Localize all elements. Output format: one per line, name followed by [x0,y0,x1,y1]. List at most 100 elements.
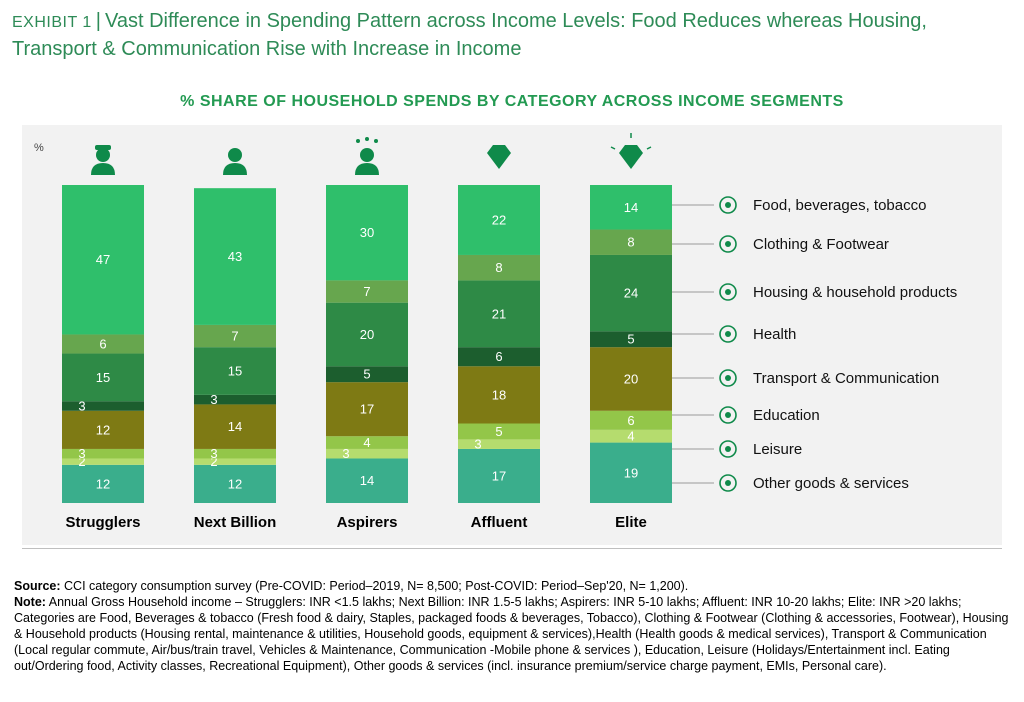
bar-aspirers-leisure [326,448,408,459]
bar-strugglers-clothing-footwear [62,334,144,354]
data-label: 3 [474,437,481,452]
bar-strugglers-education [62,448,144,459]
school-icon [719,406,737,424]
note-text: Annual Gross Household income – Struggle… [14,595,1009,673]
goods-icon [719,474,737,492]
food-icon [719,196,737,214]
bar-aspirers-health [326,366,408,383]
data-label: 24 [624,286,638,301]
legend-entry: Education [753,407,820,424]
bar-next-billion-other-goods-services [194,464,276,503]
data-label: 2 [210,454,217,469]
sparkle-diamond-icon [610,133,652,169]
data-label: 12 [96,476,110,491]
note-line: Note: Annual Gross Household income – St… [14,594,1014,674]
legend-entry: Health [753,326,796,343]
data-label: 15 [96,370,110,385]
bar-aspirers-other-goods-services [326,458,408,503]
data-label: 14 [228,419,242,434]
data-label: 14 [360,473,374,488]
bar-next-billion-housing-household-products [194,347,276,395]
exhibit-separator: | [95,10,101,32]
source-label: Source: [14,579,61,593]
data-label: 7 [231,329,238,344]
diamond-icon [487,145,511,169]
bar-elite-clothing-footwear [590,229,672,255]
legend-entry: Other goods & services [753,475,909,492]
category-label: Affluent [471,514,528,531]
stacked-bar-chart: %122312315647Strugglers122314315743Next … [34,133,957,531]
bar-elite-housing-household-products [590,254,672,332]
data-label: 3 [78,446,85,461]
health-icon [719,325,737,343]
legend-entry: Food, beverages, tobacco [753,197,926,214]
category-label: Next Billion [194,514,277,531]
data-label: 21 [492,306,506,321]
bar-strugglers-health [62,401,144,411]
footnote: Source: CCI category consumption survey … [14,578,1014,674]
bar-affluent-leisure [458,439,540,449]
bar-affluent-health [458,347,540,367]
source-text: CCI category consumption survey (Pre-COV… [64,579,689,593]
bar-next-billion-clothing-footwear [194,324,276,348]
worker-icon [91,145,115,175]
data-label: 5 [627,332,634,347]
data-label: 4 [363,435,370,450]
data-label: 3 [342,446,349,461]
data-label: 22 [492,212,506,227]
category-label: Elite [615,514,647,531]
legend-entry: Housing & household products [753,284,957,301]
bar-aspirers-housing-household-products [326,302,408,367]
bar-elite-food-beverages-tobacco [590,185,672,230]
data-label: 5 [495,424,502,439]
legend-entry: Transport & Communication [753,370,939,387]
bar-next-billion-leisure [194,458,276,465]
legend-entry: Leisure [753,441,802,458]
bar-affluent-food-beverages-tobacco [458,185,540,255]
bar-affluent-housing-household-products [458,280,540,348]
house-icon [719,283,737,301]
category-label: Aspirers [337,514,398,531]
bar-next-billion-education [194,448,276,459]
data-label: 3 [78,399,85,414]
bar-affluent-education [458,423,540,440]
bar-strugglers-housing-household-products [62,353,144,402]
bar-next-billion-food-beverages-tobacco [194,188,276,325]
bar-strugglers-transport-communication [62,410,144,449]
bar-strugglers-leisure [62,458,144,465]
clothing-icon [719,235,737,253]
bar-next-billion-health [194,394,276,405]
data-label: 3 [210,446,217,461]
data-label: 18 [492,387,506,402]
bar-elite-other-goods-services [590,442,672,503]
data-label: 19 [624,465,638,480]
bar-elite-health [590,331,672,348]
bar-elite-transport-communication [590,347,672,411]
bar-affluent-transport-communication [458,366,540,424]
bar-aspirers-education [326,436,408,449]
data-label: 4 [627,429,634,444]
bar-affluent-clothing-footwear [458,254,540,281]
bar-elite-leisure [590,429,672,443]
data-label: 14 [624,200,638,215]
building-icon [719,440,737,458]
data-label: 2 [78,454,85,469]
bar-strugglers-food-beverages-tobacco [62,185,144,335]
plane-icon [719,369,737,387]
unit-label: % [34,142,44,154]
bar-next-billion-transport-communication [194,404,276,449]
note-label: Note: [14,595,46,609]
data-label: 17 [360,402,374,417]
category-label: Strugglers [65,514,140,531]
person-icon [223,148,247,175]
exhibit-title: Vast Difference in Spending Pattern acro… [12,10,927,60]
bar-aspirers-transport-communication [326,382,408,437]
data-label: 8 [627,235,634,250]
bar-affluent-other-goods-services [458,448,540,503]
data-label: 17 [492,468,506,483]
chart-title: % SHARE OF HOUSEHOLD SPENDS BY CATEGORY … [180,93,844,110]
data-label: 20 [360,327,374,342]
panel-divider [22,548,1002,549]
data-label: 6 [627,413,634,428]
source-line: Source: CCI category consumption survey … [14,578,1014,594]
